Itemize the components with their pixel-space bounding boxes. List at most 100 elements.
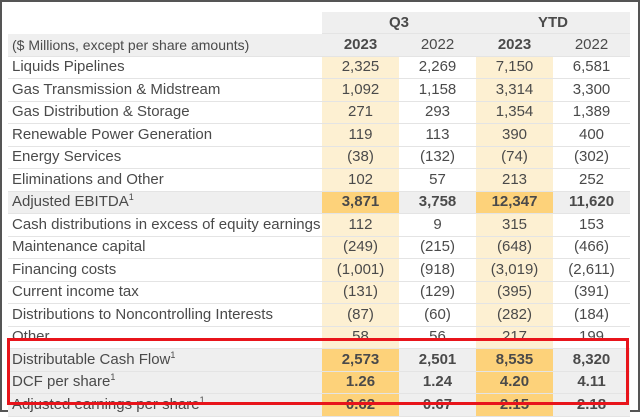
cell-value: 3,300 [553,78,631,102]
row-label: Other [12,328,50,346]
cell-value: 271 [322,101,399,124]
table-row: Other 58 56 217 199 [8,326,631,349]
footnote-marker: 1 [199,394,205,405]
cell-value: 3,871 [322,191,399,214]
cell-value: 1,389 [553,101,631,124]
cell-value: (282) [476,303,554,327]
cell-value: 9 [399,213,477,237]
cell-value: (38) [322,146,399,169]
table-row: Liquids Pipelines 2,325 2,269 7,150 6,581 [8,56,631,79]
cell-value: 4.11 [553,371,631,394]
cell-value: (466) [553,236,631,259]
cell-value: (74) [476,146,554,169]
cell-value: 2,269 [399,56,477,79]
cell-value: 213 [476,168,554,192]
cell-value: 7,150 [476,56,554,79]
table-row: Adjusted EBITDA1 3,871 3,758 12,347 11,620 [8,191,631,214]
cell-value: (648) [476,236,554,259]
cell-value: 112 [322,213,399,237]
cell-value: 4.20 [476,371,554,394]
row-label: Gas Distribution & Storage [12,103,190,121]
table-row: Current income tax (131) (129) (395) (391) [8,281,631,304]
year-header: 2023 [322,33,399,57]
cell-value: 1.24 [399,371,477,394]
table-row: Distributions to Noncontrolling Interest… [8,303,631,327]
year-header: 2023 [476,33,554,57]
table-row: Renewable Power Generation 119 113 390 400 [8,123,631,147]
cell-value: 1.26 [322,371,399,394]
cell-value: 3,314 [476,78,554,102]
cell-value: 153 [553,213,631,237]
table-row: Cash distributions in excess of equity e… [8,213,631,237]
row-label: Current income tax [12,283,139,301]
cell-value: 3,758 [399,191,477,214]
cell-value: (918) [399,258,477,282]
footnote-marker: 1 [128,192,134,203]
cell-value: 2,501 [399,348,477,372]
cell-value: 6,581 [553,56,631,79]
cell-value: 390 [476,123,554,147]
row-label: Energy Services [12,148,122,166]
cell-value: 102 [322,168,399,192]
cell-value: 199 [553,326,631,349]
financial-table: Q3 YTD ($ Millions, except per share amo… [8,12,631,417]
cell-value: 1,092 [322,78,399,102]
cell-value: (2,611) [553,258,631,282]
cell-value: (87) [322,303,399,327]
cell-value: (129) [399,281,477,304]
cell-value: 217 [476,326,554,349]
table-row: Financing costs (1,001) (918) (3,019) (2,611… [8,258,631,282]
cell-value: 57 [399,168,477,192]
cell-value: (249) [322,236,399,259]
row-label: DCF per share [12,373,111,391]
table-row: DCF per share1 1.26 1.24 4.20 4.11 [8,371,631,394]
cell-value: (215) [399,236,477,259]
year-header: 2022 [553,33,631,57]
cell-value: 293 [399,101,477,124]
cell-value: (184) [553,303,631,327]
footnote-marker: 1 [170,349,176,360]
table-row: Energy Services (38) (132) (74) (302) [8,146,631,169]
cell-value: 56 [399,326,477,349]
row-label: Adjusted EBITDA [12,193,129,211]
cell-value: 2,573 [322,348,399,372]
cell-value: 11,620 [553,191,631,214]
footnote-marker: 1 [110,372,116,383]
cell-value: (131) [322,281,399,304]
table-row: Gas Transmission & Midstream 1,092 1,158 3,… [8,78,631,102]
cell-value: (132) [399,146,477,169]
row-label: Maintenance capital [12,238,146,256]
table-row: Distributable Cash Flow1 2,573 2,501 8,535 8… [8,348,631,372]
cell-value: (3,019) [476,258,554,282]
cell-value: 1,354 [476,101,554,124]
cell-value: (391) [553,281,631,304]
row-label: Gas Transmission & Midstream [12,80,221,98]
row-label: Financing costs [12,260,117,278]
cell-value: 12,347 [476,191,554,214]
cell-value: (302) [553,146,631,169]
cell-value: 8,535 [476,348,554,372]
cell-value: 113 [399,123,477,147]
row-label: Distributable Cash Flow [12,350,171,368]
units-label: ($ Millions, except per share amounts) [8,33,322,57]
row-label: Liquids Pipelines [12,58,125,76]
cell-value: 315 [476,213,554,237]
group-header-ytd: YTD [476,12,631,34]
table-row: Gas Distribution & Storage 271 293 1,354 1,3… [8,101,631,124]
table-row: Maintenance capital (249) (215) (648) (466) [8,236,631,259]
row-label: Cash distributions in excess of equity e… [12,215,321,233]
cell-value: (1,001) [322,258,399,282]
cell-value: 400 [553,123,631,147]
cell-value: 2,325 [322,56,399,79]
cell-value: 252 [553,168,631,192]
row-label: Renewable Power Generation [12,125,213,143]
cell-value: 8,320 [553,348,631,372]
row-label: Distributions to Noncontrolling Interest… [12,305,273,323]
highlight-box [7,338,629,405]
cell-value: 1,158 [399,78,477,102]
cell-value: (395) [476,281,554,304]
cell-value: (60) [399,303,477,327]
group-header-q3: Q3 [322,12,477,34]
year-header: 2022 [399,33,477,57]
cell-value: 119 [322,123,399,147]
